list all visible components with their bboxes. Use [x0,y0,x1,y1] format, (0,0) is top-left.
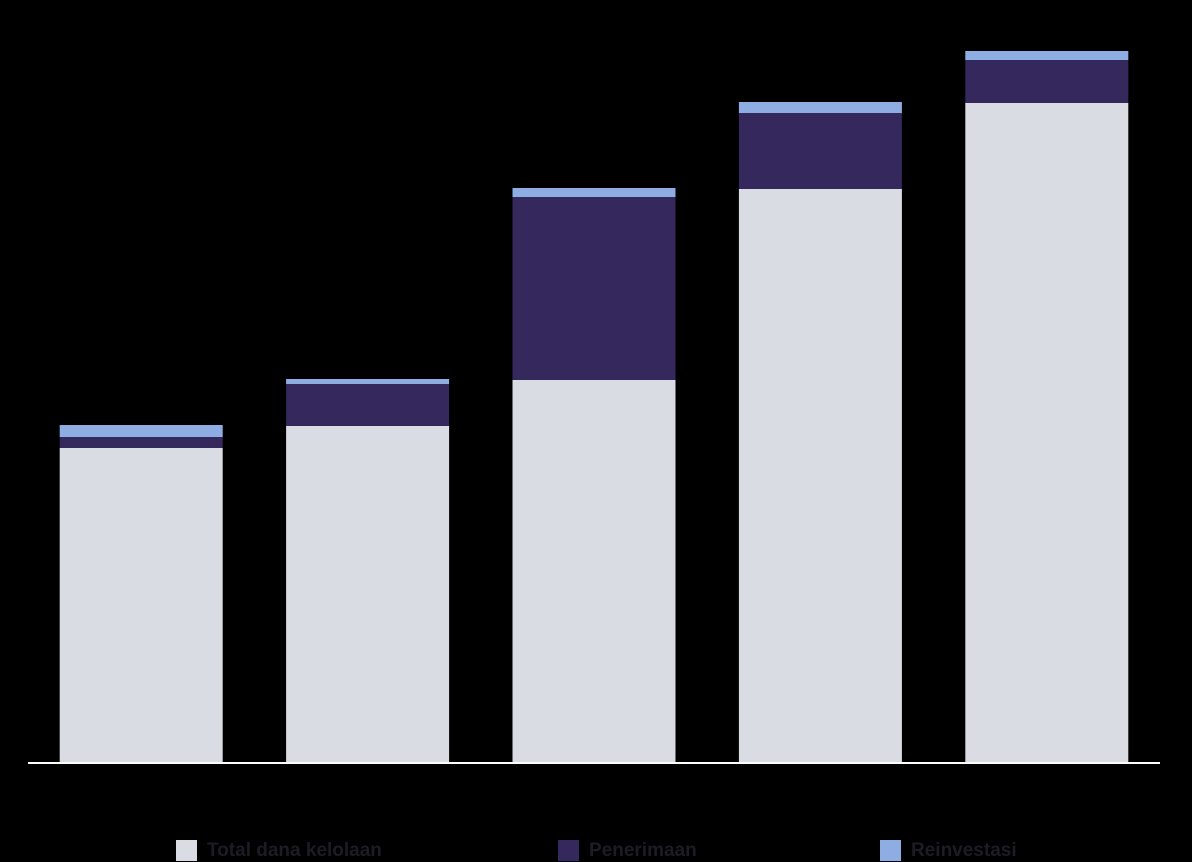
bar-segment [965,103,1129,763]
bar-segment [59,437,223,448]
bar-segment [59,448,223,763]
legend-swatch [880,840,901,861]
bar-segment [286,384,450,426]
bar-segment [512,197,676,380]
bar-segment [512,188,676,197]
bar-segment [512,380,676,763]
legend-label: Reinvestasi [911,840,1017,861]
legend-label: Penerimaan [589,840,697,861]
legend-swatch [558,840,579,861]
bar-segment [59,425,223,437]
bar-segment [286,379,450,384]
bar-segment [738,113,902,189]
legend-swatch [176,840,197,861]
bar-segment [965,60,1129,103]
bar-segment [738,102,902,113]
bar-segment [286,426,450,763]
bar-segment [738,189,902,763]
legend-label: Total dana kelolaan [207,840,382,861]
bar-segment [965,51,1129,60]
